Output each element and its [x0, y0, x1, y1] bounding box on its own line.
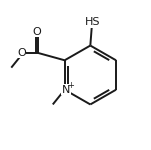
Text: +: + — [67, 81, 74, 90]
Text: HS: HS — [85, 17, 100, 27]
Text: O: O — [32, 27, 41, 37]
Text: O: O — [17, 48, 26, 58]
Text: N: N — [62, 85, 70, 95]
